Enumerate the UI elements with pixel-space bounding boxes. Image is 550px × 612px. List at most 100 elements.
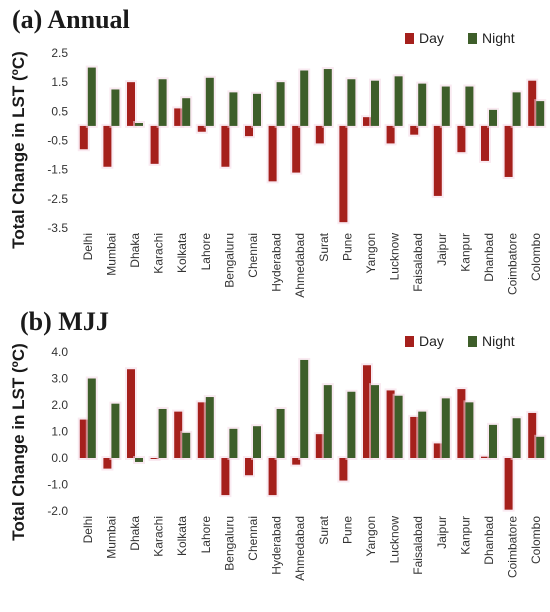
x-tick-label: Hyderabad [270,516,284,575]
x-tick-label: Coimbatore [506,516,520,578]
bar-night-colombo [536,436,545,458]
bar-night-mumbai [111,89,120,126]
legend-label-day: Day [419,30,444,46]
panel-title: (b) MJJ [20,307,109,336]
x-tick-label: Faisalabad [411,233,425,292]
bar-night-hyderabad [276,82,285,126]
bar-night-ahmedabad [300,70,309,126]
legend-swatch-night [468,33,477,44]
bar-day-karachi [150,125,159,164]
x-tick-label: Dhanbad [482,516,496,565]
panel-annual: (a) Annual Total Change in LST (ºC) 2.5 1.5… [9,5,547,298]
bar-night-dhaka [135,123,143,126]
x-tick-label: Lucknow [388,516,402,564]
y-tick-label: 2.0 [51,398,68,412]
bar-night-faisalabad [418,411,427,458]
bar-night-kolkata [182,432,191,458]
legend-label-day: Day [419,333,444,349]
x-tick-label: Mumbai [104,233,118,276]
bar-night-bengaluru [229,428,238,458]
x-tick-label: Kanpur [458,233,472,272]
bar-night-yangon [371,385,379,458]
bar-day-jaipur [433,125,442,196]
bar-day-coimbatore [504,125,513,177]
x-tick-label: Surat [317,515,331,544]
bar-night-lahore [205,77,214,126]
y-axis-label: Total Change in LST (ºC) [9,343,28,541]
y-tick-label: 3.0 [51,372,68,386]
y-tick-label: 2.5 [51,46,68,60]
x-tick-label: Jaipur [435,233,449,266]
bar-day-delhi [79,419,88,458]
y-tick-label: 0.0 [51,451,68,465]
x-tick-label: Chennai [246,516,260,561]
bar-day-colombo [528,412,537,458]
bar-day-chennai [245,125,253,137]
bar-night-yangon [371,80,379,126]
bar-night-ahmedabad [300,359,309,458]
x-tick-label: Delhi [81,233,95,260]
bar-day-kanpur [457,389,466,458]
x-tick-label: Karachi [152,233,166,274]
x-tick-label: Bengaluru [222,516,236,571]
x-tick-label: Lahore [199,233,213,271]
x-tick-label: Colombo [529,516,543,564]
bar-day-coimbatore [504,458,513,510]
bar-night-lucknow [394,395,403,458]
y-axis-label: Total Change in LST (ºC) [9,51,28,249]
bar-night-coimbatore [512,92,521,126]
bar-night-delhi [87,378,96,458]
bar-night-dhaka [135,458,143,462]
x-tick-label: Yangon [364,516,378,556]
bar-night-jaipur [441,86,450,126]
x-tick-label: Bengaluru [222,233,236,288]
bar-night-faisalabad [418,83,427,126]
bar-day-lucknow [386,390,395,458]
bar-night-dhanbad [489,109,497,126]
x-tick-label: Lahore [199,516,213,554]
y-tick-label: -2.0 [47,504,68,518]
bar-day-karachi [150,458,159,459]
bar-day-mumbai [103,125,112,167]
y-tick-label: -0.5 [47,134,68,148]
panel-title: (a) Annual [12,5,130,34]
x-tick-label: Coimbatore [506,233,520,295]
x-tick-label: Faisalabad [411,516,425,575]
x-tick-label: Karachi [152,516,166,557]
bar-day-hyderabad [268,125,277,182]
bar-night-surat [323,69,332,126]
bar-night-chennai [253,426,261,458]
x-tick-label: Lucknow [388,233,402,281]
bar-day-jaipur [433,443,442,458]
bar-day-yangon [363,365,371,458]
bar-night-pune [347,79,356,126]
legend-label-night: Night [482,30,515,46]
bar-night-colombo [536,101,545,126]
bar-day-bengaluru [221,125,230,167]
bar-day-mumbai [103,458,112,469]
bar-day-pune [339,458,348,481]
legend-label-night: Night [482,333,515,349]
bar-night-pune [347,391,356,458]
x-tick-label: Hyderabad [270,233,284,292]
y-tick-label: -2.5 [47,192,68,206]
bar-day-surat [315,125,324,144]
bar-day-delhi [79,125,88,150]
bar-day-dhaka [127,82,135,126]
bar-day-pune [339,125,348,223]
y-tick-label: -1.0 [47,478,68,492]
x-tick-label: Kolkata [175,233,189,273]
x-tick-label: Kolkata [175,516,189,556]
x-tick-label: Pune [340,233,354,261]
bar-day-kanpur [457,125,466,153]
y-tick-label: 1.0 [51,425,68,439]
x-tick-label: Jaipur [435,516,449,549]
bar-night-mumbai [111,403,120,458]
bar-day-bengaluru [221,458,230,496]
y-tick-label: -3.5 [47,221,68,235]
x-tick-label: Dhaka [128,516,142,551]
x-tick-label: Dhaka [128,233,142,268]
y-tick-label: 1.5 [51,75,68,89]
x-tick-label: Mumbai [104,516,118,559]
